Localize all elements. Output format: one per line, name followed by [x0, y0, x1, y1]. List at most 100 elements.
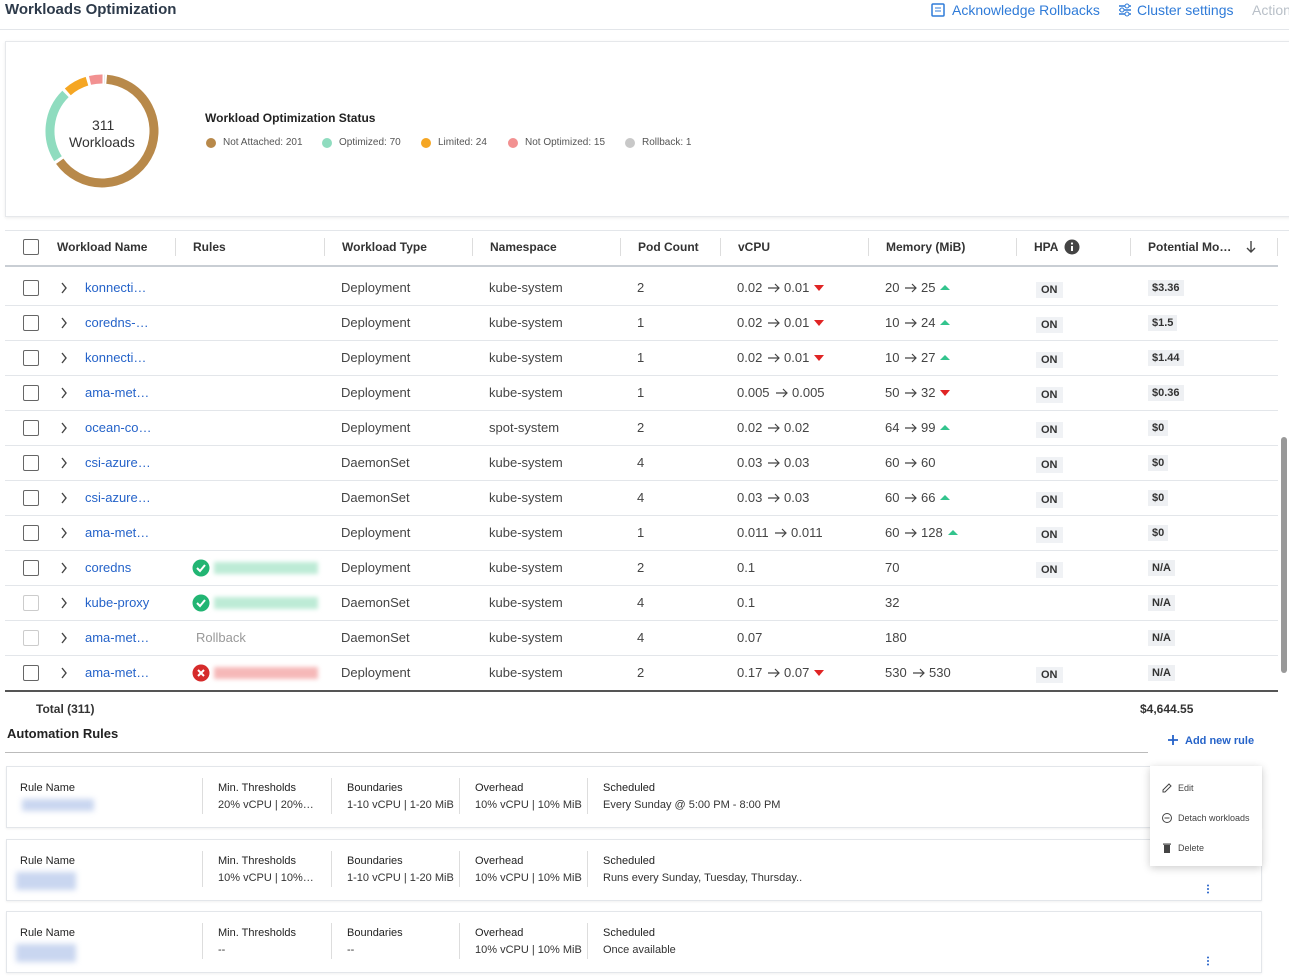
row-check[interactable]: [23, 525, 39, 541]
row-rule: [5, 340, 1278, 341]
column-header[interactable]: Pod Count: [638, 240, 699, 254]
arrow-icon: [768, 283, 780, 293]
arrow-icon: [768, 493, 780, 503]
expand-chevron: [61, 282, 67, 294]
row-check[interactable]: [23, 280, 39, 296]
expand-chevron: [61, 387, 67, 399]
add-rule[interactable]: Add new rule: [1185, 735, 1255, 747]
total-savings: $4,644.55: [1140, 702, 1194, 716]
cell-value: 0.005: [737, 385, 770, 400]
namespace: kube-system: [489, 350, 563, 365]
cell-value: 0.011: [737, 525, 769, 540]
pod-count: 1: [637, 385, 645, 400]
workload-name[interactable]: ama-met…: [85, 665, 150, 680]
row-check[interactable]: [23, 560, 39, 576]
cell-value: 0.03: [784, 455, 810, 470]
cell-value: 0.07: [737, 630, 763, 645]
column-header[interactable]: Potential Mo…: [1148, 240, 1232, 254]
plus-icon: [1168, 735, 1178, 745]
cell-value: 64: [885, 420, 900, 435]
column-header[interactable]: Memory (MiB): [886, 240, 966, 254]
column-divider: [868, 238, 869, 256]
column-header[interactable]: Namespace: [490, 240, 557, 254]
pod-count: 4: [637, 595, 645, 610]
workload-name[interactable]: ama-met…: [85, 525, 150, 540]
status-card: [5, 41, 1289, 217]
row-check[interactable]: [23, 455, 39, 471]
menu-item[interactable]: Edit: [1178, 783, 1194, 793]
workload-name[interactable]: csi-azure…: [85, 455, 151, 470]
section-rule: [5, 752, 1148, 753]
status-title: Workload Optimization Status: [205, 111, 376, 125]
row-rule: [5, 620, 1278, 621]
header-action[interactable]: Acknowledge Rollbacks: [952, 2, 1100, 18]
row-check[interactable]: [23, 420, 39, 436]
field-label: Boundaries: [347, 782, 403, 794]
cell-value: 99: [921, 420, 936, 435]
menu-item[interactable]: Delete: [1178, 843, 1205, 853]
scrollbar: [1281, 437, 1287, 673]
row-check[interactable]: [23, 315, 39, 331]
workload-name[interactable]: ama-met…: [85, 385, 150, 400]
hpa-badge: ON: [1036, 527, 1063, 543]
pod-count: 4: [637, 630, 645, 645]
row-check[interactable]: [23, 490, 39, 506]
column-header[interactable]: Workload Name: [57, 240, 148, 254]
workload-name[interactable]: konnecti…: [85, 350, 147, 365]
savings-badge: $1.5: [1148, 315, 1178, 331]
legend-dot: [322, 138, 332, 148]
hpa-badge: ON: [1036, 562, 1063, 578]
row-check[interactable]: [23, 350, 39, 366]
column-header[interactable]: Rules: [193, 240, 226, 254]
workload-name[interactable]: konnecti…: [85, 280, 147, 295]
field-label: Overhead: [475, 854, 524, 867]
workload-name[interactable]: coredns-…: [85, 315, 149, 330]
field-value: Runs every Sunday, Tuesday, Thursday..: [603, 871, 803, 884]
menu-icon: [1163, 843, 1171, 853]
field-divider: [587, 778, 588, 814]
column-header[interactable]: Workload Type: [342, 240, 427, 254]
column-divider: [1130, 238, 1131, 256]
expand-chevron: [61, 597, 67, 609]
field-label: Rule Name: [20, 854, 76, 867]
column-divider: [175, 238, 176, 256]
row-check[interactable]: [23, 385, 39, 401]
arrow-icon: [768, 353, 780, 363]
cell-value: 0.03: [737, 455, 763, 470]
rule-card: [6, 838, 1262, 901]
header-rule: [5, 265, 1278, 267]
trend-up: [940, 425, 950, 430]
workload-name[interactable]: ocean-co…: [85, 420, 152, 435]
header-check[interactable]: [23, 239, 39, 255]
row-check[interactable]: [23, 665, 39, 681]
workload-name[interactable]: kube-proxy: [85, 595, 150, 610]
cell-value: 24: [921, 315, 936, 330]
cell-value: 32: [885, 595, 900, 610]
workload-name[interactable]: ama-met…: [85, 630, 150, 645]
workload-type: Deployment: [341, 665, 411, 680]
workload-name[interactable]: csi-azure…: [85, 490, 151, 505]
row-check[interactable]: [23, 595, 39, 611]
legend-label: Not Optimized: 15: [525, 137, 606, 148]
trend-down: [814, 285, 824, 291]
workload-name[interactable]: coredns: [85, 560, 132, 575]
namespace: kube-system: [489, 560, 563, 575]
column-header[interactable]: HPA: [1034, 240, 1059, 254]
workload-type: DaemonSet: [341, 630, 410, 645]
arrow-icon: [775, 528, 787, 538]
row-check[interactable]: [23, 630, 39, 646]
info-icon: [1064, 239, 1080, 255]
cell-value: 128: [921, 525, 943, 540]
field-divider: [587, 923, 588, 959]
header-action[interactable]: Cluster settings: [1137, 2, 1234, 18]
field-divider: [202, 778, 203, 814]
field-value: 10% vCPU | 10% MiB: [475, 871, 582, 884]
cell-value: 50: [885, 385, 900, 400]
menu-item[interactable]: Detach workloads: [1178, 813, 1250, 823]
header-action[interactable]: Actions: [1252, 2, 1289, 18]
donut-segment: [45, 90, 69, 162]
column-header[interactable]: vCPU: [738, 240, 771, 254]
trend-down: [814, 355, 824, 361]
legend-dot: [206, 138, 216, 148]
workload-type: Deployment: [341, 315, 411, 330]
